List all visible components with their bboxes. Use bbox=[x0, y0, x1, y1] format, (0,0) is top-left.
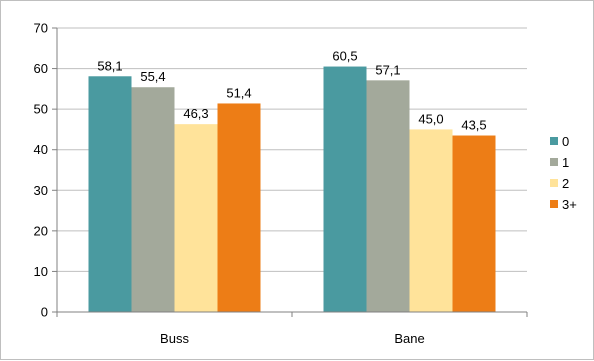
y-tick-label: 50 bbox=[34, 102, 48, 117]
category-label: Bane bbox=[394, 331, 424, 346]
bar-buss-1 bbox=[131, 87, 175, 312]
data-label: 43,5 bbox=[461, 118, 486, 133]
data-label: 57,1 bbox=[375, 62, 400, 77]
axes: 0 10 20 30 40 50 60 70 Buss Bane bbox=[34, 21, 528, 346]
bar-buss-0 bbox=[88, 76, 132, 312]
legend-swatch bbox=[550, 137, 558, 145]
legend-label: 1 bbox=[562, 155, 569, 170]
y-tick-label: 60 bbox=[34, 61, 48, 76]
y-tick-label: 10 bbox=[34, 264, 48, 279]
data-label: 45,0 bbox=[418, 111, 443, 126]
bar-buss-2 bbox=[174, 124, 218, 312]
y-tick-label: 0 bbox=[41, 305, 48, 320]
legend-swatch bbox=[550, 158, 558, 166]
data-label: 51,4 bbox=[226, 85, 251, 100]
bar-bane-3plus bbox=[452, 135, 496, 312]
y-tick-label: 40 bbox=[34, 142, 48, 157]
legend-label: 2 bbox=[562, 176, 569, 191]
data-label: 46,3 bbox=[183, 106, 208, 121]
bar-bane-0 bbox=[323, 66, 367, 313]
legend: 0 1 2 3+ bbox=[550, 134, 577, 212]
bars bbox=[88, 66, 496, 313]
y-tick-label: 20 bbox=[34, 223, 48, 238]
data-label: 60,5 bbox=[332, 49, 357, 64]
data-label: 58,1 bbox=[97, 58, 122, 73]
data-labels: 58,1 55,4 46,3 51,4 60,5 57,1 45,0 43,5 bbox=[97, 49, 486, 133]
data-label: 55,4 bbox=[140, 69, 165, 84]
y-tick-label: 30 bbox=[34, 183, 48, 198]
bar-bane-2 bbox=[409, 129, 453, 312]
category-label: Buss bbox=[160, 331, 189, 346]
bar-buss-3plus bbox=[217, 103, 261, 312]
legend-label: 3+ bbox=[562, 197, 577, 212]
y-tick-label: 70 bbox=[34, 21, 48, 36]
legend-swatch bbox=[550, 200, 558, 208]
bar-bane-1 bbox=[366, 80, 410, 312]
legend-swatch bbox=[550, 179, 558, 187]
legend-label: 0 bbox=[562, 134, 569, 149]
